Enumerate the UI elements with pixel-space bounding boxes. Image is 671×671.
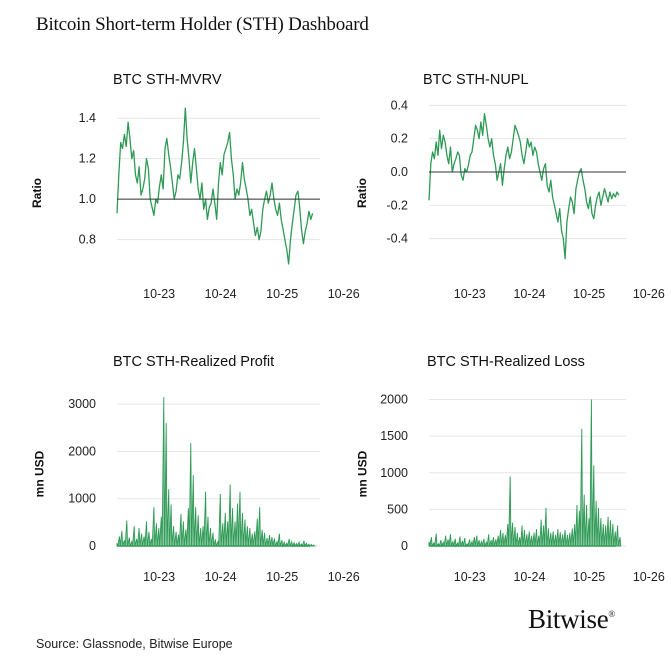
y-tick-label: -0.4: [386, 232, 408, 246]
x-tick-label: 10-25: [573, 570, 605, 584]
panel-sth-nupl: BTC STH-NUPL Ratio -0.4 -0.2 0.0 0.2 0.4 10-2…: [335, 0, 671, 320]
series-area: [428, 399, 622, 548]
y-tick-label: 1000: [68, 492, 96, 506]
panel-sth-realized-loss: BTC STH-Realized Loss mn USD 0 500 1000 150…: [335, 320, 671, 600]
x-tick-label: 10-25: [266, 570, 298, 584]
x-tick-label: 10-26: [328, 570, 360, 584]
chart-sth-mvrv: 0.8 1.0 1.2 1.4 10-23 10-24 10-25 10-26: [79, 107, 360, 301]
y-tick-label: 0: [89, 539, 96, 553]
chart-title: BTC STH-NUPL: [423, 72, 529, 88]
y-tick-label: 1.2: [79, 152, 96, 166]
x-tick-label: 10-23: [143, 570, 175, 584]
chart-sth-nupl: -0.4 -0.2 0.0 0.2 0.4 10-23 10-24 10-25 10-26: [386, 98, 665, 301]
chart-title: BTC STH-MVRV: [113, 72, 222, 88]
y-tick-label: 1.0: [79, 192, 96, 206]
chart-sth-realized-loss: 0 500 1000 1500 2000 10-23 10-24 10-25 10-26: [380, 393, 665, 584]
panel-sth-realized-profit: BTC STH-Realized Profit mn USD 0 1000 2000…: [0, 320, 360, 600]
x-tick-label: 10-26: [328, 287, 360, 301]
x-tick-label: 10-25: [573, 287, 605, 301]
series-line: [116, 107, 314, 265]
y-tick-label: 1.4: [79, 111, 96, 125]
x-tick-label: 10-26: [633, 570, 665, 584]
dashboard-title: Bitcoin Short-term Holder (STH) Dashboar…: [36, 14, 369, 35]
x-tick-label: 10-24: [205, 287, 237, 301]
bitwise-logo: Bitwise®: [528, 604, 615, 635]
x-tick-label: 10-23: [454, 287, 486, 301]
y-tick-label: 3000: [68, 397, 96, 411]
y-tick-label: 0.4: [391, 98, 408, 112]
y-tick-label: 500: [387, 502, 408, 516]
y-tick-label: 0.8: [79, 233, 96, 247]
brand-name: Bitwise: [528, 604, 609, 634]
y-tick-label: 0: [401, 539, 408, 553]
y-tick-label: 0.0: [391, 165, 408, 179]
x-tick-label: 10-23: [143, 287, 175, 301]
chart-title: BTC STH-Realized Profit: [113, 354, 275, 370]
series-line: [428, 113, 620, 260]
x-tick-label: 10-24: [513, 287, 545, 301]
y-tick-label: 1500: [380, 429, 408, 443]
y-tick-label: 2000: [380, 393, 408, 407]
x-tick-label: 10-24: [205, 570, 237, 584]
y-tick-label: 1000: [380, 466, 408, 480]
x-tick-label: 10-24: [513, 570, 545, 584]
x-tick-label: 10-23: [454, 570, 486, 584]
x-tick-label: 10-26: [633, 287, 665, 301]
source-note: Source: Glassnode, Bitwise Europe: [36, 637, 233, 651]
y-tick-label: 0.2: [391, 132, 408, 146]
registered-mark: ®: [608, 609, 615, 619]
chart-sth-realized-profit: 0 1000 2000 3000 10-23 10-24 10-25 10-26: [68, 397, 360, 584]
y-tick-label: -0.2: [386, 198, 408, 212]
panel-sth-mvrv: BTC STH-MVRV Ratio 0.8 1.0 1.2 1.4 10-23 10-2…: [0, 0, 360, 320]
series-area: [116, 397, 316, 548]
y-tick-label: 2000: [68, 444, 96, 458]
chart-title: BTC STH-Realized Loss: [427, 354, 585, 370]
x-tick-label: 10-25: [266, 287, 298, 301]
